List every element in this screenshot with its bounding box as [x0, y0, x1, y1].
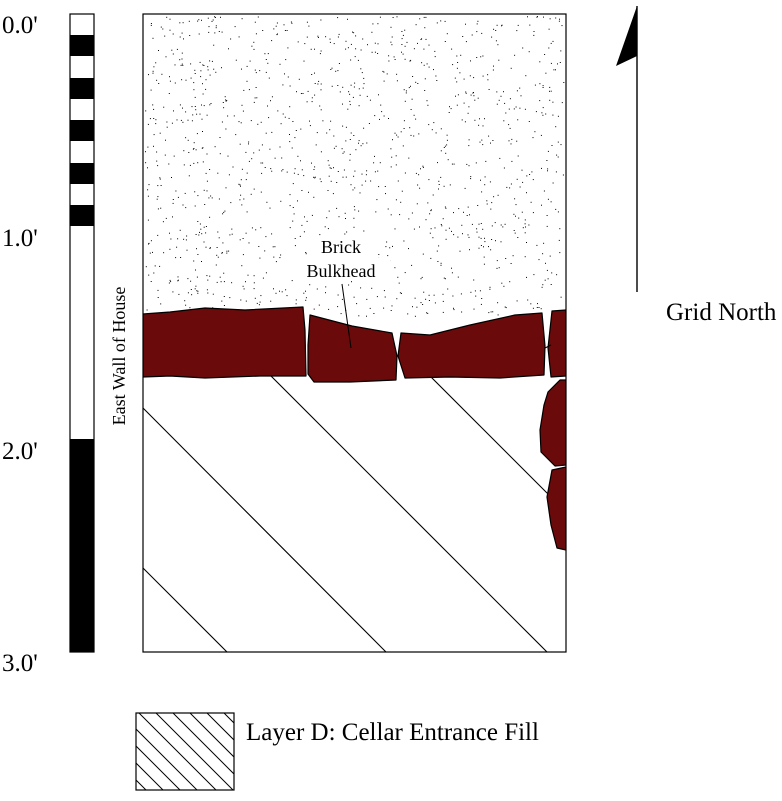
depth-scale-bar [69, 13, 95, 653]
scale-label-0: 0.0' [2, 12, 38, 39]
east-wall-label: East Wall of House [109, 287, 129, 426]
layer-d-hatching [143, 370, 551, 652]
stipple-fill [145, 16, 565, 317]
profile-panel-border [142, 13, 567, 653]
brick-label-line2: Bulkhead [307, 261, 376, 281]
scale-label-2: 2.0' [2, 438, 38, 465]
hatch-swatch-icon [135, 712, 235, 791]
legend: Layer D: Cellar Entrance Fill [135, 712, 539, 791]
grid-north-label: Grid North [666, 299, 777, 326]
brick-leader-line [341, 283, 352, 349]
scale-label-3: 3.0' [2, 650, 38, 677]
scale-label-1: 1.0' [2, 225, 38, 252]
profile-panel [143, 14, 566, 652]
brick-bulkhead-label: Brick Bulkhead [292, 236, 390, 349]
brick-label-line1: Brick [321, 237, 361, 257]
north-arrow-icon [616, 6, 638, 292]
legend-label: Layer D: Cellar Entrance Fill [246, 719, 539, 746]
brick-bulkhead [143, 306, 566, 551]
